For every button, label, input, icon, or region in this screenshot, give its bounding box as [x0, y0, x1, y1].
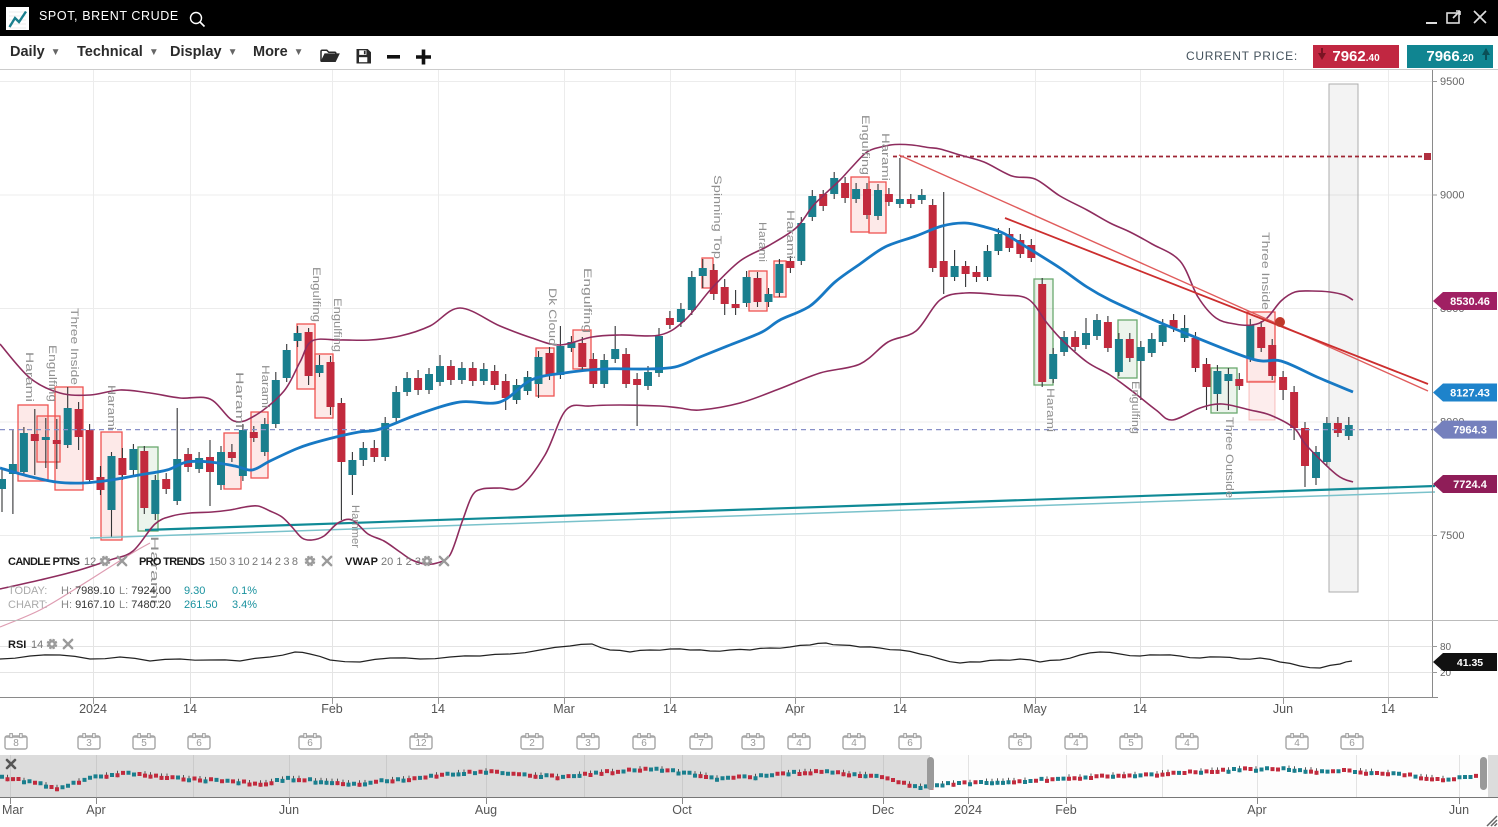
svg-text:41.35: 41.35	[1457, 657, 1483, 669]
svg-text:Hammer: Hammer	[349, 505, 361, 548]
svg-text:Three Outside: Three Outside	[1223, 417, 1235, 498]
svg-text:H: 9167.10: H: 9167.10	[61, 599, 115, 611]
svg-text:Feb: Feb	[1055, 803, 1077, 817]
svg-text:14: 14	[431, 702, 445, 716]
svg-text:Jun: Jun	[1449, 803, 1469, 817]
svg-text:9500: 9500	[1440, 76, 1464, 88]
svg-text:Aug: Aug	[475, 803, 497, 817]
svg-text:Jun: Jun	[279, 803, 299, 817]
svg-text:Engulfing: Engulfing	[581, 268, 593, 333]
svg-text:Harami: Harami	[23, 352, 35, 402]
svg-text:Harami: Harami	[879, 133, 891, 181]
svg-text:5: 5	[1128, 738, 1134, 749]
svg-text:3.4%: 3.4%	[232, 599, 257, 611]
svg-text:3: 3	[585, 738, 591, 749]
svg-text:CHART:: CHART:	[8, 599, 48, 611]
svg-text:Harami: Harami	[1044, 388, 1056, 432]
svg-text:RSI: RSI	[8, 639, 26, 651]
svg-text:14: 14	[893, 702, 907, 716]
svg-text:Apr: Apr	[785, 702, 804, 716]
svg-text:8530.46: 8530.46	[1450, 296, 1490, 308]
svg-text:4: 4	[796, 738, 802, 749]
svg-text:14: 14	[31, 639, 43, 651]
svg-text:14: 14	[183, 702, 197, 716]
svg-text:8127.43: 8127.43	[1450, 388, 1490, 400]
svg-text:0.1%: 0.1%	[232, 585, 257, 597]
svg-text:L: 7924.00: L: 7924.00	[119, 585, 171, 597]
svg-text:14: 14	[663, 702, 677, 716]
svg-text:14: 14	[1133, 702, 1147, 716]
svg-text:4: 4	[1073, 738, 1079, 749]
svg-text:Harami: Harami	[259, 365, 271, 408]
svg-text:6: 6	[307, 738, 313, 749]
svg-text:7724.4: 7724.4	[1453, 479, 1488, 491]
svg-text:7500: 7500	[1440, 530, 1464, 542]
svg-text:20 1 2 3: 20 1 2 3	[381, 556, 421, 568]
svg-text:Engulfing: Engulfing	[859, 115, 871, 175]
svg-text:4: 4	[1184, 738, 1190, 749]
svg-text:7: 7	[698, 738, 704, 749]
svg-text:6: 6	[1349, 738, 1355, 749]
svg-text:Three Inside: Three Inside	[68, 308, 80, 385]
svg-text:6: 6	[907, 738, 913, 749]
svg-text:Engulfing: Engulfing	[331, 298, 343, 352]
svg-text:6: 6	[1017, 738, 1023, 749]
svg-text:Mar: Mar	[553, 702, 575, 716]
svg-text:2024: 2024	[954, 803, 982, 817]
svg-text:12: 12	[84, 556, 96, 568]
svg-text:7964.3: 7964.3	[1453, 425, 1487, 437]
svg-text:Dec: Dec	[872, 803, 894, 817]
svg-text:Apr: Apr	[1247, 803, 1266, 817]
svg-text:Engulfing: Engulfing	[46, 345, 58, 402]
svg-text:20: 20	[1440, 668, 1452, 679]
svg-text:4: 4	[851, 738, 857, 749]
svg-text:Dk Cloud: Dk Cloud	[546, 288, 558, 346]
svg-text:2024: 2024	[79, 702, 107, 716]
svg-text:Harami: Harami	[756, 222, 768, 262]
svg-text:Oct: Oct	[672, 803, 692, 817]
svg-text:VWAP: VWAP	[345, 556, 378, 568]
svg-text:3: 3	[86, 738, 92, 749]
svg-text:PRO TRENDS: PRO TRENDS	[139, 556, 205, 568]
svg-text:9.30: 9.30	[184, 585, 205, 597]
svg-text:14: 14	[1381, 702, 1395, 716]
svg-text:Engulfing: Engulfing	[1129, 381, 1141, 434]
svg-text:5: 5	[141, 738, 147, 749]
svg-text:2: 2	[529, 738, 535, 749]
svg-text:Harami: Harami	[105, 385, 117, 430]
svg-text:TODAY:: TODAY:	[8, 585, 47, 597]
svg-text:Engulfing: Engulfing	[310, 267, 322, 322]
svg-text:Apr: Apr	[86, 803, 105, 817]
svg-text:H: 7989.10: H: 7989.10	[61, 585, 115, 597]
svg-text:Harami: Harami	[233, 372, 245, 428]
svg-text:Mar: Mar	[2, 803, 24, 817]
svg-text:150 3 10 2 14 2 3 8: 150 3 10 2 14 2 3 8	[209, 556, 298, 568]
svg-text:9000: 9000	[1440, 190, 1464, 202]
svg-text:12: 12	[415, 738, 427, 749]
svg-text:CANDLE PTNS: CANDLE PTNS	[8, 556, 80, 568]
svg-text:6: 6	[196, 738, 202, 749]
svg-text:3: 3	[750, 738, 756, 749]
svg-text:Harami: Harami	[148, 536, 160, 604]
svg-text:261.50: 261.50	[184, 599, 218, 611]
svg-text:6: 6	[641, 738, 647, 749]
svg-text:Harami: Harami	[784, 210, 796, 259]
svg-text:Three Inside: Three Inside	[1259, 232, 1271, 310]
svg-text:80: 80	[1440, 642, 1452, 653]
svg-text:Spinning Top: Spinning Top	[711, 175, 723, 259]
svg-text:Jun: Jun	[1273, 702, 1293, 716]
svg-text:4: 4	[1294, 738, 1300, 749]
svg-text:L: 7480.20: L: 7480.20	[119, 599, 171, 611]
svg-text:8: 8	[13, 738, 19, 749]
svg-text:May: May	[1023, 702, 1047, 716]
svg-text:Feb: Feb	[321, 702, 343, 716]
